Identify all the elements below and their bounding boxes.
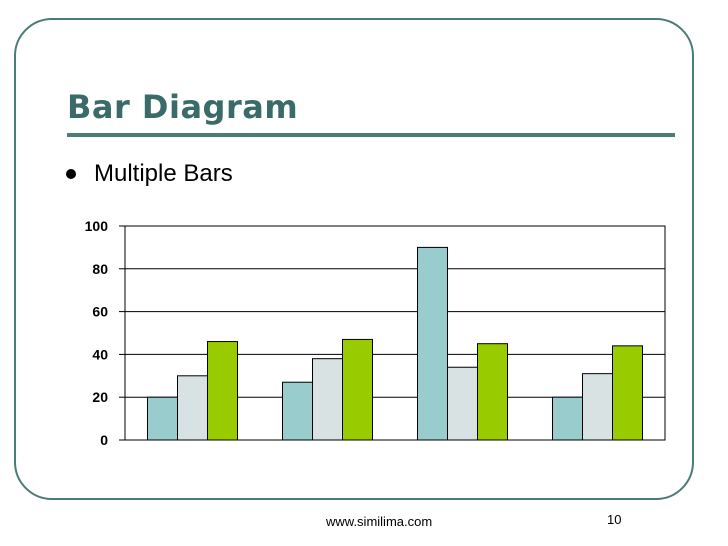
bar-series-1-group-3 bbox=[417, 246, 448, 441]
bar-series-3-group-2 bbox=[342, 338, 373, 441]
y-tick-label: 80 bbox=[92, 261, 108, 277]
bar-series-2-group-1 bbox=[177, 375, 208, 441]
slide-title: Bar Diagram bbox=[67, 88, 299, 126]
bar-series-1-group-2 bbox=[282, 381, 313, 441]
bar-series-2-group-2 bbox=[312, 358, 343, 441]
bar-series-2-group-4 bbox=[582, 373, 613, 441]
bars bbox=[147, 246, 643, 441]
footer-url: www.similima.com bbox=[326, 514, 433, 529]
bar-series-3-group-3 bbox=[477, 343, 508, 441]
plot-area-border bbox=[124, 225, 666, 441]
bar-series-3-group-4 bbox=[612, 345, 643, 441]
title-divider bbox=[67, 133, 675, 137]
bullet-item: Multiple Bars bbox=[66, 160, 233, 188]
bar-series-1-group-4 bbox=[552, 396, 583, 441]
slide-frame bbox=[14, 18, 694, 500]
bullet-dot-icon bbox=[66, 169, 76, 179]
bar-series-2-group-3 bbox=[447, 366, 478, 441]
y-tick-label: 20 bbox=[92, 389, 108, 405]
bar-series-3-group-1 bbox=[207, 341, 238, 441]
y-tick-label: 40 bbox=[92, 346, 108, 362]
slide-number: 10 bbox=[607, 512, 622, 527]
y-tick-label: 100 bbox=[85, 218, 109, 234]
y-tick-label: 0 bbox=[100, 432, 108, 448]
y-axis-ticks: 0 20 40 60 80 100 bbox=[85, 218, 125, 448]
bullet-text: Multiple Bars bbox=[94, 160, 233, 187]
bar-series-1-group-1 bbox=[147, 396, 178, 441]
y-tick-label: 60 bbox=[92, 304, 108, 320]
